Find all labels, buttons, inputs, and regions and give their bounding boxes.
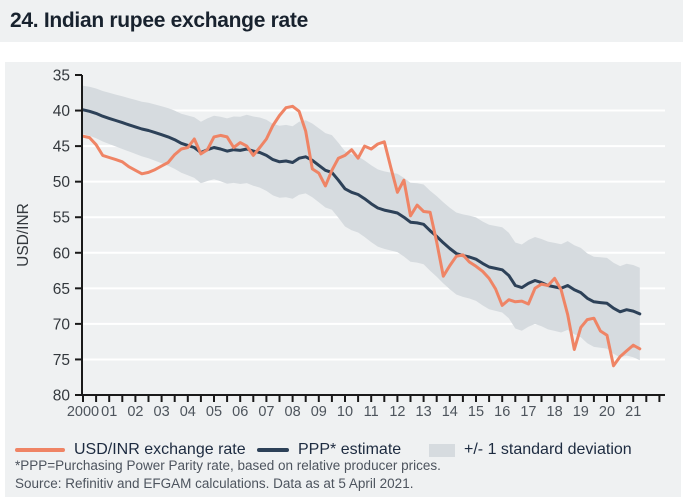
svg-text:45: 45 — [53, 139, 70, 156]
legend-item-usdinr: USD/INR exchange rate — [15, 441, 246, 459]
svg-text:12: 12 — [389, 404, 405, 420]
stdev-band-swatch — [429, 443, 455, 457]
legend-label-ppp: PPP* estimate — [298, 441, 402, 458]
usdinr-line-swatch — [15, 448, 65, 452]
svg-text:70: 70 — [53, 316, 71, 333]
chart-card: 35 40 45 50 55 60 65 70 75 80 2000 01 02 03 04 05 06 07 08… — [5, 62, 681, 497]
svg-text:02: 02 — [127, 404, 143, 420]
svg-text:14: 14 — [442, 404, 458, 420]
svg-text:04: 04 — [180, 404, 196, 420]
svg-text:06: 06 — [232, 404, 248, 420]
svg-text:35: 35 — [53, 68, 70, 85]
chart-legend: USD/INR exchange rate PPP* estimate +/- … — [5, 441, 681, 459]
chart-title: 24. Indian rupee exchange rate — [10, 9, 308, 32]
svg-text:19: 19 — [573, 404, 589, 420]
svg-text:15: 15 — [468, 404, 484, 420]
footnote-source: Source: Refinitiv and EFGAM calculations… — [15, 476, 414, 491]
svg-text:07: 07 — [258, 404, 274, 420]
svg-text:21: 21 — [625, 404, 641, 420]
footnote-ppp-definition: *PPP=Purchasing Power Parity rate, based… — [15, 458, 441, 473]
y-axis-title: USD/INR — [15, 203, 32, 267]
svg-text:60: 60 — [53, 245, 71, 262]
svg-text:40: 40 — [53, 103, 71, 120]
svg-text:65: 65 — [53, 281, 70, 298]
legend-label-usdinr: USD/INR exchange rate — [74, 441, 246, 458]
svg-text:03: 03 — [154, 404, 170, 420]
legend-item-ppp: PPP* estimate — [257, 441, 401, 459]
svg-text:01: 01 — [101, 404, 117, 420]
svg-text:09: 09 — [311, 404, 327, 420]
svg-text:10: 10 — [337, 404, 353, 420]
svg-text:75: 75 — [53, 352, 70, 369]
svg-text:2000: 2000 — [67, 404, 99, 420]
svg-text:08: 08 — [285, 404, 301, 420]
ppp-line-swatch — [257, 448, 289, 452]
legend-label-stdev: +/- 1 standard deviation — [464, 441, 632, 458]
svg-text:16: 16 — [494, 404, 510, 420]
svg-text:18: 18 — [547, 404, 563, 420]
chart-header-bar: 24. Indian rupee exchange rate — [0, 0, 683, 42]
svg-text:13: 13 — [416, 404, 432, 420]
svg-text:17: 17 — [520, 404, 536, 420]
svg-text:55: 55 — [53, 210, 70, 227]
svg-text:11: 11 — [364, 404, 379, 420]
svg-text:50: 50 — [53, 174, 71, 191]
legend-item-stdev: +/- 1 standard deviation — [429, 441, 632, 459]
svg-text:20: 20 — [599, 404, 615, 420]
svg-text:05: 05 — [206, 404, 222, 420]
svg-text:80: 80 — [53, 388, 71, 405]
